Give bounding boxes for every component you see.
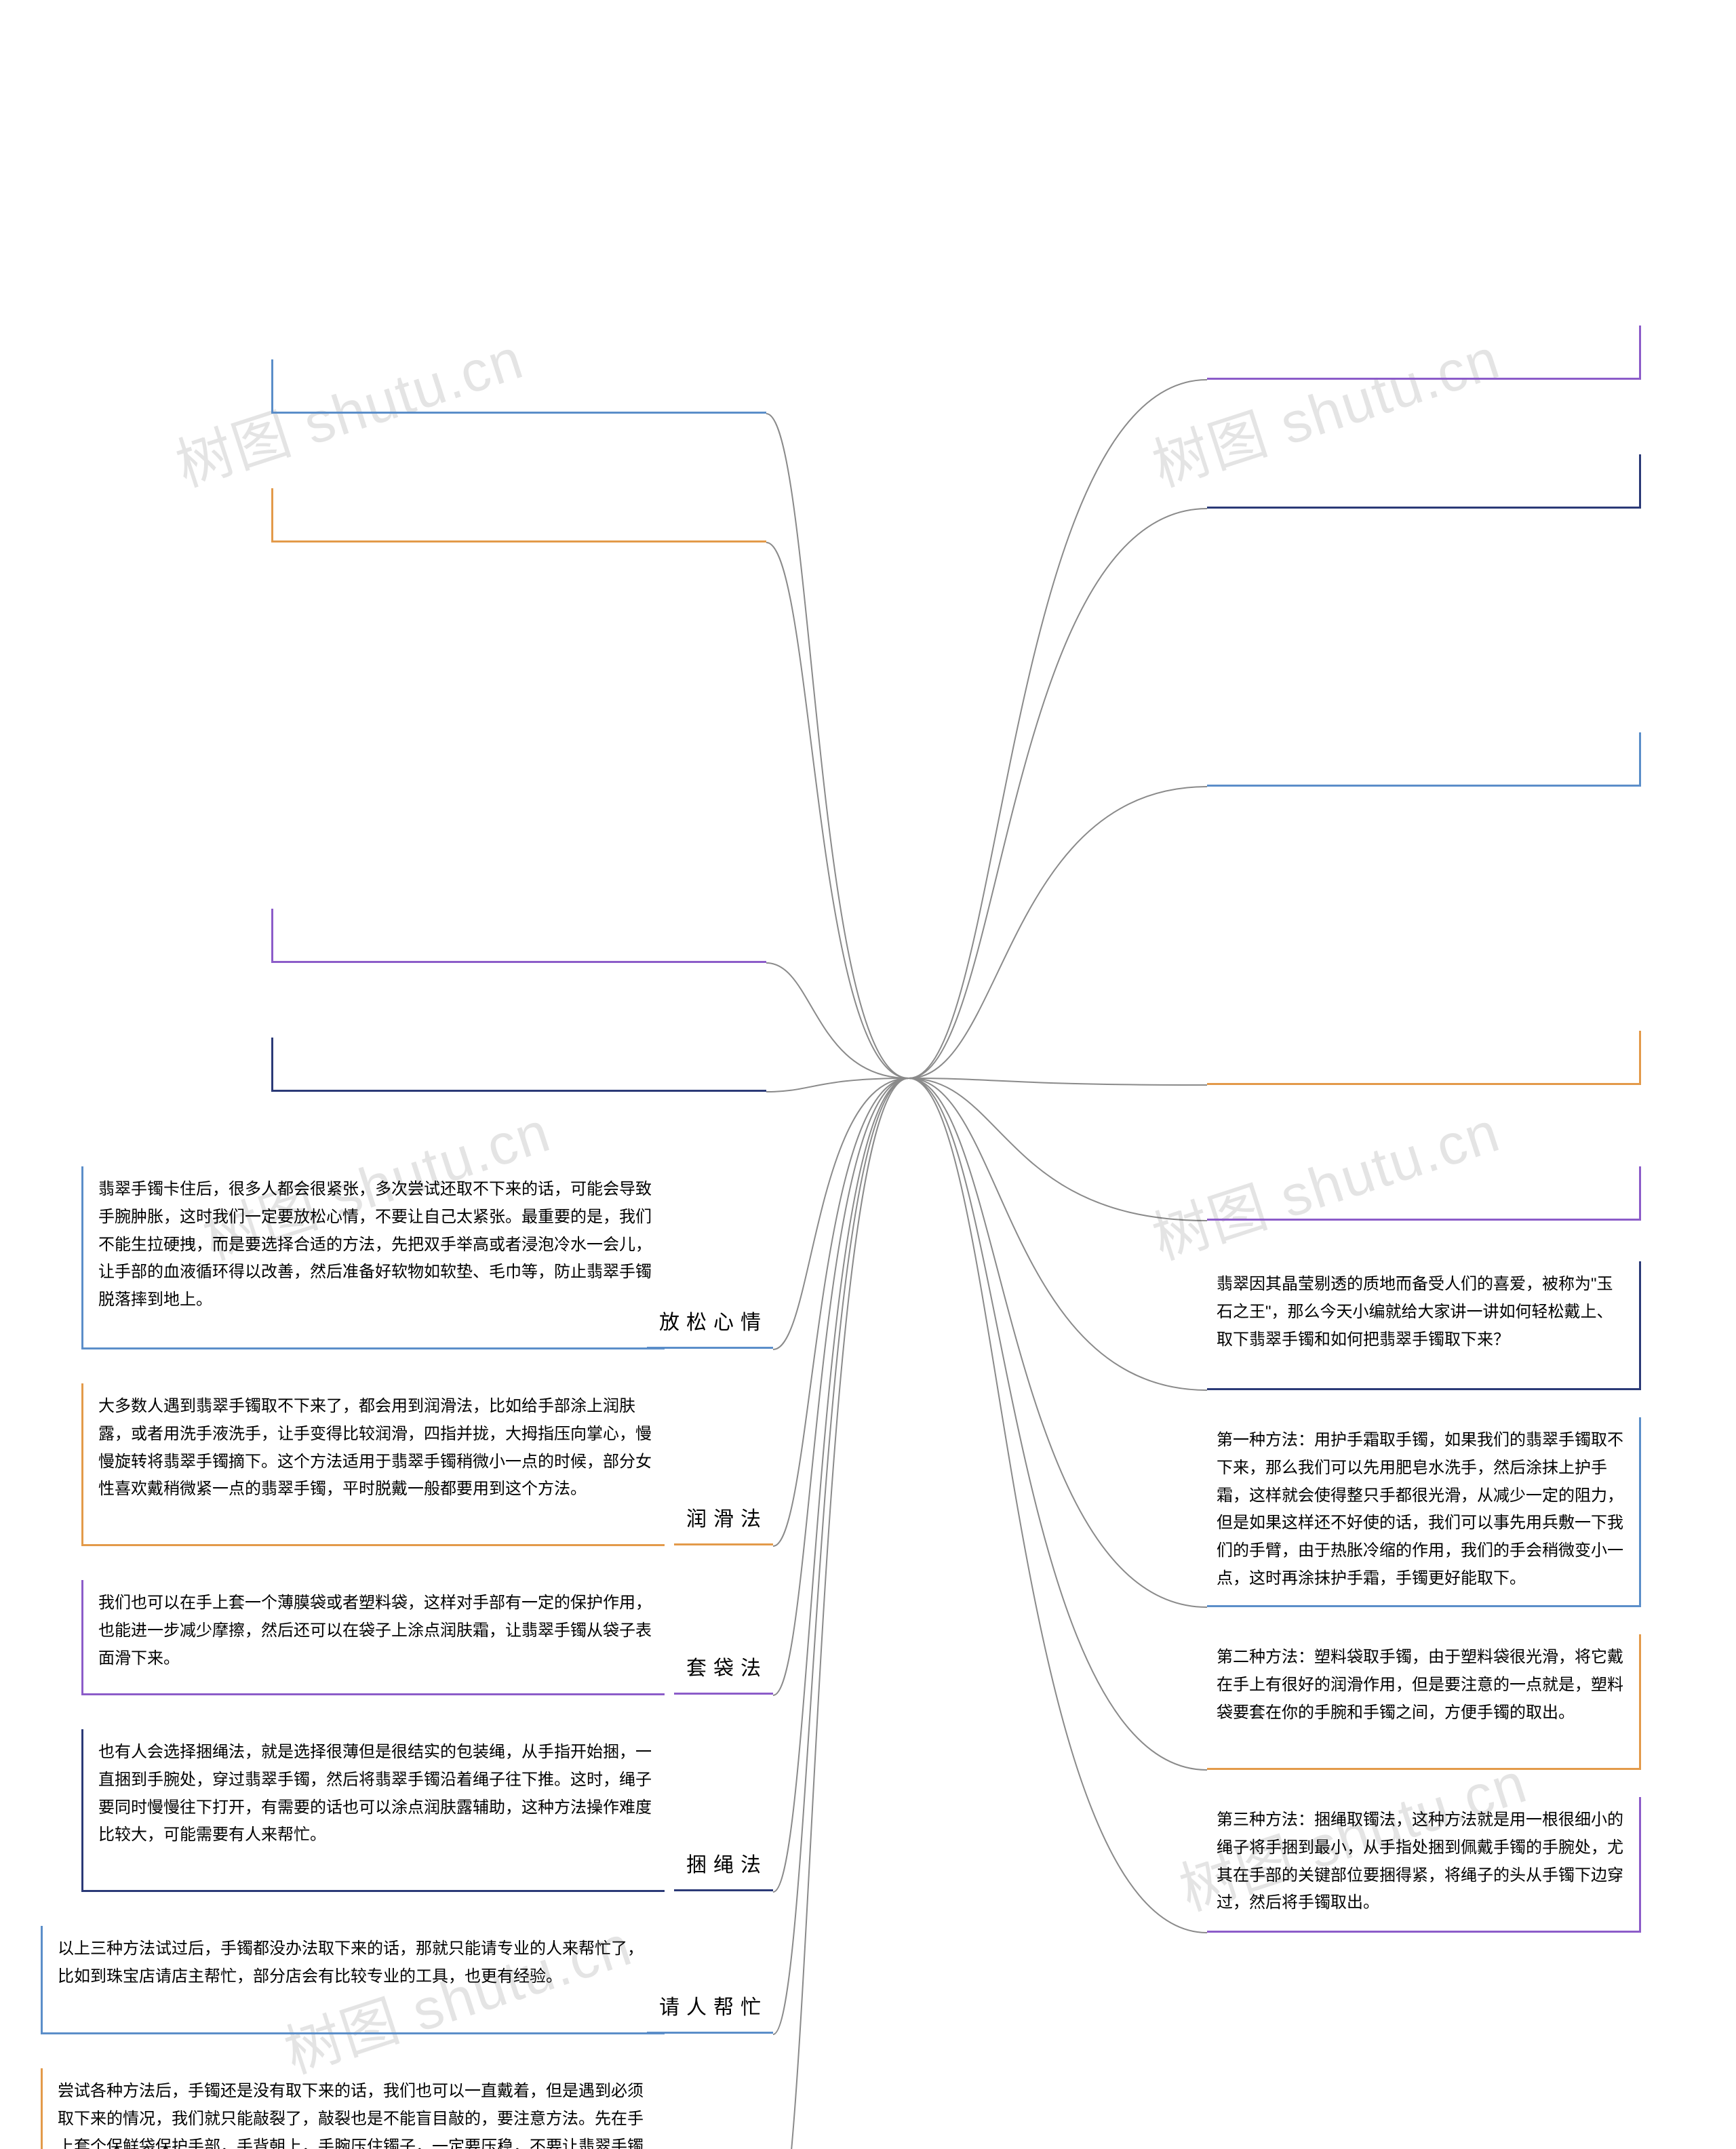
right-node-r2 xyxy=(1207,732,1641,787)
left-node-title: 套袋法 xyxy=(674,1651,773,1695)
right-node-text: 第二种方法：塑料袋取手镯，由于塑料袋很光滑，将它戴在手上有很好的润滑作用，但是要… xyxy=(1217,1644,1624,1727)
right-node-text: 第一种方法：用护手霜取手镯，如果我们的翡翠手镯取不下来，那么我们可以先用肥皂水洗… xyxy=(1217,1427,1624,1593)
left-node-l2 xyxy=(271,909,766,963)
left-node-l1 xyxy=(271,488,766,543)
left-node-l0 xyxy=(271,359,766,414)
right-node-r4 xyxy=(1207,1166,1641,1221)
left-node-text: 翡翠手镯卡住后，很多人都会很紧张，多次尝试还取不下来的话，可能会导致手腕肿胀，这… xyxy=(98,1176,655,1314)
left-node-text: 也有人会选择捆绳法，就是选择很薄但是很结实的包装绳，从手指开始捆，一直捆到手腕处… xyxy=(98,1739,655,1849)
right-node-r0 xyxy=(1207,326,1641,380)
left-node-text: 我们也可以在手上套一个薄膜袋或者塑料袋，这样对手部有一定的保护作用，也能进一步减… xyxy=(98,1590,655,1672)
right-node-r5: 翡翠因其晶莹剔透的质地而备受人们的喜爱，被称为"玉石之王"，那么今天小编就给大家… xyxy=(1207,1261,1641,1390)
left-node-title: 润滑法 xyxy=(674,1502,773,1545)
right-node-r6: 第一种方法：用护手霜取手镯，如果我们的翡翠手镯取不下来，那么我们可以先用肥皂水洗… xyxy=(1207,1417,1641,1607)
right-node-r1 xyxy=(1207,454,1641,509)
left-node-title: 请人帮忙 xyxy=(647,1990,773,2034)
left-node-title: 捆绳法 xyxy=(674,1848,773,1891)
left-node-l9: 尝试各种方法后，手镯还是没有取下来的话，我们也可以一直戴着，但是遇到必须取下来的… xyxy=(41,2068,665,2149)
left-node-l8: 以上三种方法试过后，手镯都没办法取下来的话，那就只能请专业的人来帮忙了，比如到珠… xyxy=(41,1926,665,2034)
left-node-text: 尝试各种方法后，手镯还是没有取下来的话，我们也可以一直戴着，但是遇到必须取下来的… xyxy=(58,2078,655,2149)
left-node-l6: 我们也可以在手上套一个薄膜袋或者塑料袋，这样对手部有一定的保护作用，也能进一步减… xyxy=(81,1580,665,1695)
left-node-l3 xyxy=(271,1038,766,1092)
left-node-text: 大多数人遇到翡翠手镯取不下来了，都会用到润滑法，比如给手部涂上润肤露，或者用洗手… xyxy=(98,1393,655,1503)
diagram-canvas: 树图 shutu.cn树图 shutu.cn树图 shutu.cn树图 shut… xyxy=(0,0,1736,2149)
right-node-r8: 第三种方法：捆绳取镯法，这种方法就是用一根很细小的绳子将手捆到最小，从手指处捆到… xyxy=(1207,1797,1641,1933)
right-node-r3 xyxy=(1207,1031,1641,1085)
left-node-title: 放松心情 xyxy=(647,1305,773,1349)
right-node-text: 第三种方法：捆绳取镯法，这种方法就是用一根很细小的绳子将手捆到最小，从手指处捆到… xyxy=(1217,1807,1624,1917)
left-node-l7: 也有人会选择捆绳法，就是选择很薄但是很结实的包装绳，从手指开始捆，一直捆到手腕处… xyxy=(81,1729,665,1892)
left-node-l5: 大多数人遇到翡翠手镯取不下来了，都会用到润滑法，比如给手部涂上润肤露，或者用洗手… xyxy=(81,1383,665,1546)
left-node-l4: 翡翠手镯卡住后，很多人都会很紧张，多次尝试还取不下来的话，可能会导致手腕肿胀，这… xyxy=(81,1166,665,1349)
left-node-text: 以上三种方法试过后，手镯都没办法取下来的话，那就只能请专业的人来帮忙了，比如到珠… xyxy=(58,1935,655,1991)
right-node-r7: 第二种方法：塑料袋取手镯，由于塑料袋很光滑，将它戴在手上有很好的润滑作用，但是要… xyxy=(1207,1634,1641,1770)
right-node-text: 翡翠因其晶莹剔透的质地而备受人们的喜爱，被称为"玉石之王"，那么今天小编就给大家… xyxy=(1217,1271,1624,1354)
